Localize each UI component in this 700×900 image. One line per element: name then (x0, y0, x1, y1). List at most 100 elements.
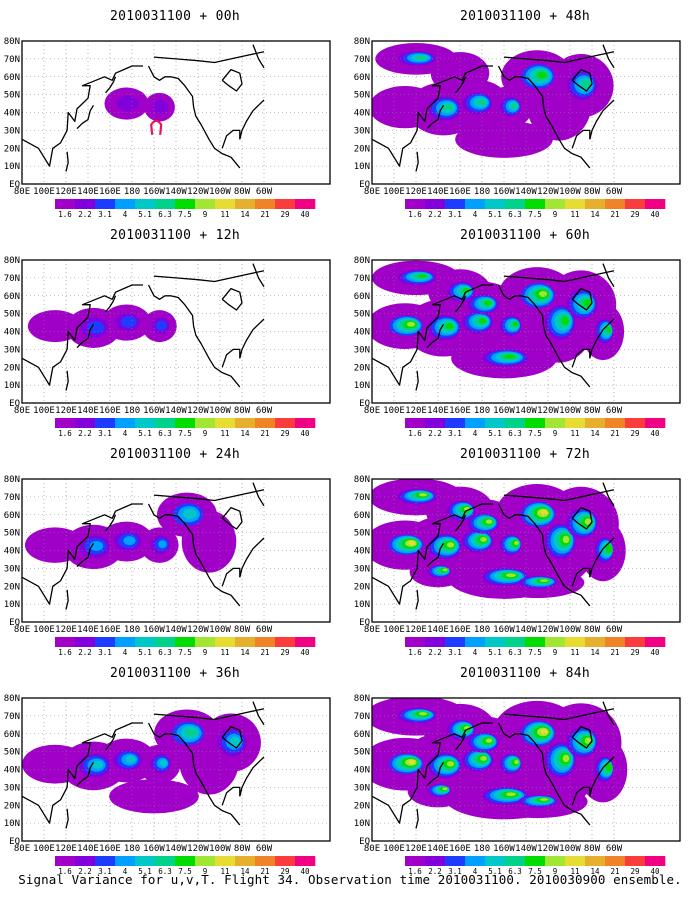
colorbar: 1.6 2.2 3.1 4 5.1 6.3 7.5 9 11 14 21 29 40 (405, 199, 666, 219)
latitude-label: 40N (4, 328, 20, 338)
coastline (252, 44, 265, 69)
colorbar-label: 14 (240, 429, 250, 438)
coastline (372, 722, 493, 824)
colorbar: 1.6 2.2 3.1 4 5.1 6.3 7.5 9 11 14 21 29 40 (55, 856, 316, 876)
colorbar-label: 3.1 (98, 867, 112, 876)
longitude-label: 80W (584, 406, 601, 416)
coastline (22, 722, 143, 824)
latitude-label: EQ (9, 837, 20, 847)
variance-contour (584, 518, 592, 525)
latitude-label: 40N (354, 547, 370, 557)
colorbar-label: 40 (650, 867, 660, 876)
coastline (497, 503, 591, 607)
latitude-label: 60N (354, 73, 370, 83)
coastline (497, 284, 591, 388)
coastline (571, 348, 591, 368)
colorbar-label: 7.5 (528, 648, 542, 657)
colorbar-label: 6.3 (158, 429, 172, 438)
longitude-label: 160W (493, 406, 515, 416)
colorbar-label: 29 (280, 429, 289, 438)
longitude-label: 120W (537, 406, 559, 416)
coastline (602, 263, 615, 288)
latitude-label: 50N (4, 748, 20, 758)
colorbar-swatch (505, 199, 526, 209)
longitude-label: 120E (405, 187, 427, 197)
colorbar-swatch (255, 637, 276, 647)
map-frame (371, 40, 681, 185)
coastline (76, 761, 95, 787)
colorbar-swatch (75, 418, 96, 428)
colorbar-swatch (505, 637, 526, 647)
panel-title: 2010031100 + 72h (459, 447, 591, 462)
colorbar-label: 3.1 (98, 210, 112, 219)
colorbar-swatch (275, 199, 296, 209)
flight-track-marker (150, 119, 163, 135)
variance-contour (538, 290, 548, 297)
longitude-label: 120W (187, 625, 209, 635)
longitude-label: 140E (77, 406, 99, 416)
longitude-label: 160E (449, 187, 471, 197)
longitude-label: 120E (405, 625, 427, 635)
variance-contour (120, 316, 137, 328)
colorbar-swatch (295, 856, 316, 866)
colorbar-swatch (545, 199, 566, 209)
longitude-label: 100E (33, 187, 55, 197)
coastline (221, 567, 241, 587)
colorbar-swatch (625, 418, 646, 428)
colorbar-label: 9 (553, 210, 558, 219)
variance-contour (372, 85, 441, 129)
colorbar-label: 1.6 (58, 210, 72, 219)
coastline (221, 725, 243, 749)
longitude-label: 160W (493, 187, 515, 197)
latitude-label: EQ (359, 618, 370, 628)
map-frame (21, 478, 331, 623)
longitude-label: 120W (537, 187, 559, 197)
colorbar-label: 11 (570, 867, 579, 876)
longitude-label: 160E (449, 625, 471, 635)
colorbar-swatch (445, 418, 466, 428)
colorbar-label: 9 (203, 648, 208, 657)
variance-field (372, 479, 680, 622)
coastline (252, 482, 265, 507)
latitude-label: 30N (4, 126, 20, 136)
longitude-label: 80E (14, 406, 30, 416)
variance-contour (159, 759, 168, 767)
longitude-label: 100E (33, 625, 55, 635)
latitude-label: 30N (354, 126, 370, 136)
colorbar-swatch (195, 856, 216, 866)
latitude-label: 80N (354, 475, 370, 485)
latitude-label: 10N (354, 162, 370, 172)
latitude-label: 20N (4, 801, 20, 811)
colorbar-swatch (425, 637, 446, 647)
latitude-label: 20N (4, 582, 20, 592)
colorbar-label: 5.1 (138, 210, 152, 219)
longitude-label: 80E (364, 844, 380, 854)
coastline (372, 503, 493, 605)
map-panel: 2010031100 + 12h EQ 10N 20N 30N 40N 50N 60N 70N 8… (0, 219, 350, 441)
colorbar-label: 29 (280, 867, 289, 876)
colorbar-swatch (295, 199, 316, 209)
panel-title: 2010031100 + 36h (109, 666, 241, 681)
colorbar-label: 1.6 (58, 867, 72, 876)
coastline (571, 68, 593, 92)
coastline (221, 506, 243, 530)
coastline (153, 489, 265, 502)
variance-contour (540, 728, 548, 735)
latitude-label: 80N (4, 256, 20, 266)
colorbar-label: 5.1 (138, 429, 152, 438)
longitude-label: 120W (187, 406, 209, 416)
latitude-label: EQ (359, 399, 370, 409)
longitude-label: 180 (124, 187, 140, 197)
colorbar-label: 1.6 (58, 648, 72, 657)
panel-title: 2010031100 + 84h (459, 666, 591, 681)
longitude-label: 100W (559, 625, 581, 635)
colorbar-label: 40 (300, 648, 310, 657)
colorbar-label: 4 (473, 210, 478, 219)
longitude-label: 80E (14, 187, 30, 197)
longitude-label: 160E (99, 406, 121, 416)
latitude-label: 20N (354, 582, 370, 592)
latitude-label: 50N (354, 748, 370, 758)
